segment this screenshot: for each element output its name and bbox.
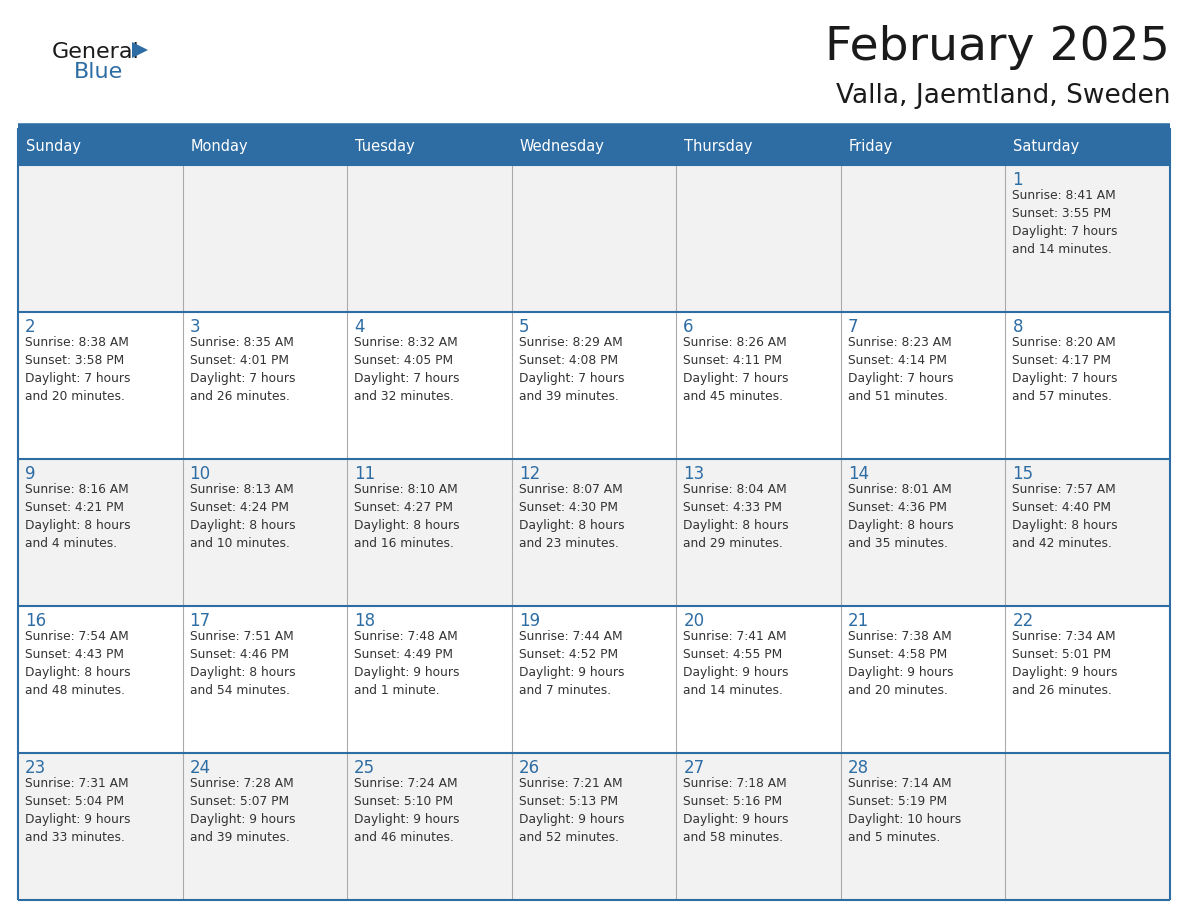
Text: 5: 5 <box>519 318 529 336</box>
Text: Sunrise: 7:41 AM
Sunset: 4:55 PM
Daylight: 9 hours
and 14 minutes.: Sunrise: 7:41 AM Sunset: 4:55 PM Dayligh… <box>683 630 789 697</box>
Text: 22: 22 <box>1012 612 1034 630</box>
Text: 10: 10 <box>190 465 210 483</box>
Text: Sunrise: 7:21 AM
Sunset: 5:13 PM
Daylight: 9 hours
and 52 minutes.: Sunrise: 7:21 AM Sunset: 5:13 PM Dayligh… <box>519 777 624 844</box>
Text: 3: 3 <box>190 318 201 336</box>
Text: 15: 15 <box>1012 465 1034 483</box>
Text: Sunrise: 7:28 AM
Sunset: 5:07 PM
Daylight: 9 hours
and 39 minutes.: Sunrise: 7:28 AM Sunset: 5:07 PM Dayligh… <box>190 777 295 844</box>
Text: Sunrise: 8:26 AM
Sunset: 4:11 PM
Daylight: 7 hours
and 45 minutes.: Sunrise: 8:26 AM Sunset: 4:11 PM Dayligh… <box>683 336 789 403</box>
Text: 24: 24 <box>190 759 210 777</box>
Text: Sunrise: 7:38 AM
Sunset: 4:58 PM
Daylight: 9 hours
and 20 minutes.: Sunrise: 7:38 AM Sunset: 4:58 PM Dayligh… <box>848 630 953 697</box>
Text: Sunrise: 8:01 AM
Sunset: 4:36 PM
Daylight: 8 hours
and 35 minutes.: Sunrise: 8:01 AM Sunset: 4:36 PM Dayligh… <box>848 483 954 550</box>
Text: Sunrise: 7:31 AM
Sunset: 5:04 PM
Daylight: 9 hours
and 33 minutes.: Sunrise: 7:31 AM Sunset: 5:04 PM Dayligh… <box>25 777 131 844</box>
Text: Valla, Jaemtland, Sweden: Valla, Jaemtland, Sweden <box>835 83 1170 109</box>
Text: 13: 13 <box>683 465 704 483</box>
Text: Sunrise: 7:18 AM
Sunset: 5:16 PM
Daylight: 9 hours
and 58 minutes.: Sunrise: 7:18 AM Sunset: 5:16 PM Dayligh… <box>683 777 789 844</box>
Text: 20: 20 <box>683 612 704 630</box>
Text: Sunrise: 7:34 AM
Sunset: 5:01 PM
Daylight: 9 hours
and 26 minutes.: Sunrise: 7:34 AM Sunset: 5:01 PM Dayligh… <box>1012 630 1118 697</box>
Bar <box>18 312 1170 459</box>
Text: 23: 23 <box>25 759 46 777</box>
Text: 28: 28 <box>848 759 868 777</box>
Text: Sunrise: 8:20 AM
Sunset: 4:17 PM
Daylight: 7 hours
and 57 minutes.: Sunrise: 8:20 AM Sunset: 4:17 PM Dayligh… <box>1012 336 1118 403</box>
Text: Sunrise: 8:41 AM
Sunset: 3:55 PM
Daylight: 7 hours
and 14 minutes.: Sunrise: 8:41 AM Sunset: 3:55 PM Dayligh… <box>1012 189 1118 256</box>
Text: 1: 1 <box>1012 171 1023 189</box>
Text: Sunrise: 8:29 AM
Sunset: 4:08 PM
Daylight: 7 hours
and 39 minutes.: Sunrise: 8:29 AM Sunset: 4:08 PM Dayligh… <box>519 336 624 403</box>
Text: 4: 4 <box>354 318 365 336</box>
Text: Saturday: Saturday <box>1013 139 1080 154</box>
Text: 14: 14 <box>848 465 868 483</box>
Text: 12: 12 <box>519 465 541 483</box>
Text: Sunrise: 7:54 AM
Sunset: 4:43 PM
Daylight: 8 hours
and 48 minutes.: Sunrise: 7:54 AM Sunset: 4:43 PM Dayligh… <box>25 630 131 697</box>
Text: 9: 9 <box>25 465 36 483</box>
Text: 7: 7 <box>848 318 859 336</box>
Text: Blue: Blue <box>74 62 124 82</box>
Text: Sunday: Sunday <box>26 139 81 154</box>
Text: Sunrise: 8:04 AM
Sunset: 4:33 PM
Daylight: 8 hours
and 29 minutes.: Sunrise: 8:04 AM Sunset: 4:33 PM Dayligh… <box>683 483 789 550</box>
Text: Sunrise: 8:16 AM
Sunset: 4:21 PM
Daylight: 8 hours
and 4 minutes.: Sunrise: 8:16 AM Sunset: 4:21 PM Dayligh… <box>25 483 131 550</box>
Bar <box>18 165 1170 312</box>
Text: Sunrise: 8:07 AM
Sunset: 4:30 PM
Daylight: 8 hours
and 23 minutes.: Sunrise: 8:07 AM Sunset: 4:30 PM Dayligh… <box>519 483 625 550</box>
Text: February 2025: February 2025 <box>826 25 1170 70</box>
Text: 26: 26 <box>519 759 539 777</box>
Bar <box>18 128 183 165</box>
Bar <box>347 128 512 165</box>
Text: Wednesday: Wednesday <box>519 139 605 154</box>
Text: Sunrise: 7:51 AM
Sunset: 4:46 PM
Daylight: 8 hours
and 54 minutes.: Sunrise: 7:51 AM Sunset: 4:46 PM Dayligh… <box>190 630 295 697</box>
Text: Sunrise: 7:48 AM
Sunset: 4:49 PM
Daylight: 9 hours
and 1 minute.: Sunrise: 7:48 AM Sunset: 4:49 PM Dayligh… <box>354 630 460 697</box>
Text: 25: 25 <box>354 759 375 777</box>
Text: 16: 16 <box>25 612 46 630</box>
Text: 2: 2 <box>25 318 36 336</box>
Bar <box>1005 128 1170 165</box>
Text: Sunrise: 8:10 AM
Sunset: 4:27 PM
Daylight: 8 hours
and 16 minutes.: Sunrise: 8:10 AM Sunset: 4:27 PM Dayligh… <box>354 483 460 550</box>
Text: Sunrise: 7:24 AM
Sunset: 5:10 PM
Daylight: 9 hours
and 46 minutes.: Sunrise: 7:24 AM Sunset: 5:10 PM Dayligh… <box>354 777 460 844</box>
Text: 21: 21 <box>848 612 870 630</box>
Bar <box>676 128 841 165</box>
Text: General: General <box>52 42 140 62</box>
Text: Sunrise: 7:44 AM
Sunset: 4:52 PM
Daylight: 9 hours
and 7 minutes.: Sunrise: 7:44 AM Sunset: 4:52 PM Dayligh… <box>519 630 624 697</box>
Text: 6: 6 <box>683 318 694 336</box>
Text: Sunrise: 8:23 AM
Sunset: 4:14 PM
Daylight: 7 hours
and 51 minutes.: Sunrise: 8:23 AM Sunset: 4:14 PM Dayligh… <box>848 336 953 403</box>
Text: Sunrise: 8:35 AM
Sunset: 4:01 PM
Daylight: 7 hours
and 26 minutes.: Sunrise: 8:35 AM Sunset: 4:01 PM Dayligh… <box>190 336 295 403</box>
Text: 8: 8 <box>1012 318 1023 336</box>
Text: Sunrise: 8:32 AM
Sunset: 4:05 PM
Daylight: 7 hours
and 32 minutes.: Sunrise: 8:32 AM Sunset: 4:05 PM Dayligh… <box>354 336 460 403</box>
Bar <box>18 606 1170 753</box>
Bar <box>183 128 347 165</box>
Bar <box>18 459 1170 606</box>
Text: Sunrise: 8:38 AM
Sunset: 3:58 PM
Daylight: 7 hours
and 20 minutes.: Sunrise: 8:38 AM Sunset: 3:58 PM Dayligh… <box>25 336 131 403</box>
Text: Sunrise: 7:57 AM
Sunset: 4:40 PM
Daylight: 8 hours
and 42 minutes.: Sunrise: 7:57 AM Sunset: 4:40 PM Dayligh… <box>1012 483 1118 550</box>
Bar <box>18 753 1170 900</box>
Text: 18: 18 <box>354 612 375 630</box>
Text: 17: 17 <box>190 612 210 630</box>
Text: 11: 11 <box>354 465 375 483</box>
Text: 19: 19 <box>519 612 539 630</box>
Text: Sunrise: 8:13 AM
Sunset: 4:24 PM
Daylight: 8 hours
and 10 minutes.: Sunrise: 8:13 AM Sunset: 4:24 PM Dayligh… <box>190 483 295 550</box>
Text: 27: 27 <box>683 759 704 777</box>
Text: Tuesday: Tuesday <box>355 139 415 154</box>
Text: Sunrise: 7:14 AM
Sunset: 5:19 PM
Daylight: 10 hours
and 5 minutes.: Sunrise: 7:14 AM Sunset: 5:19 PM Dayligh… <box>848 777 961 844</box>
Text: Friday: Friday <box>849 139 893 154</box>
Text: Monday: Monday <box>190 139 248 154</box>
Polygon shape <box>132 42 148 58</box>
Text: Thursday: Thursday <box>684 139 753 154</box>
Bar <box>512 128 676 165</box>
Bar <box>841 128 1005 165</box>
